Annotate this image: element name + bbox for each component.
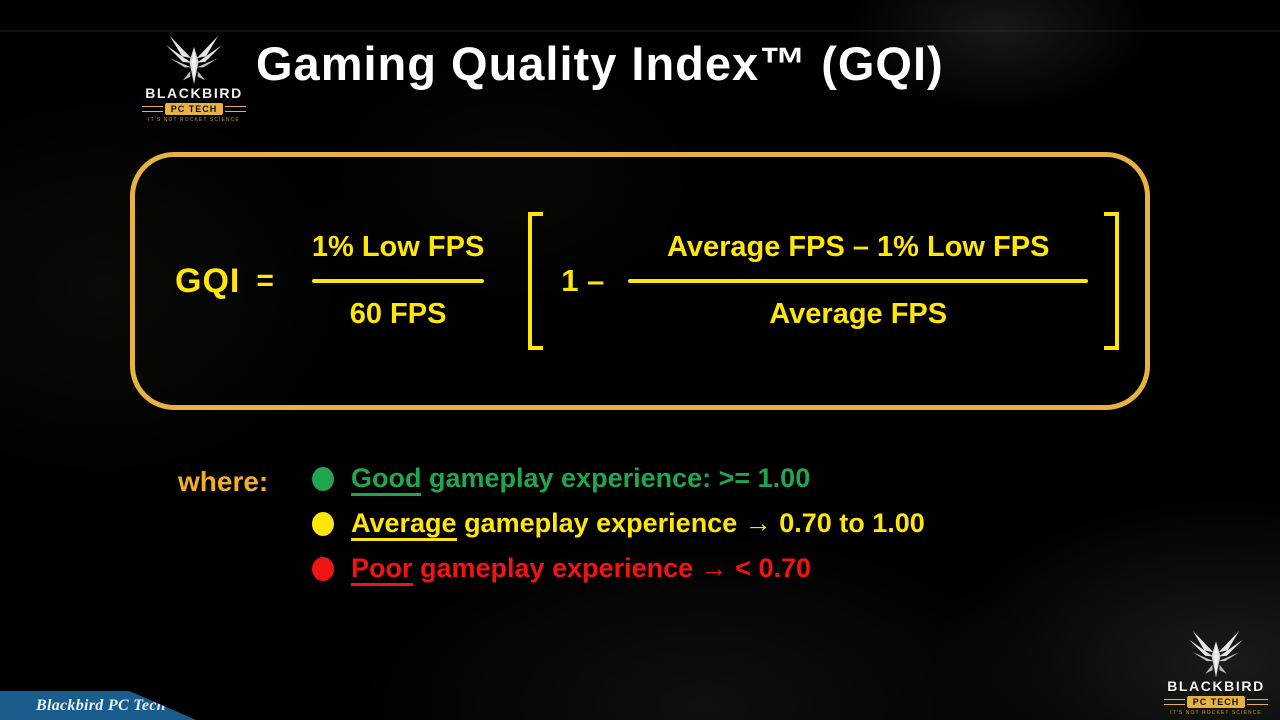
good-bullet-icon xyxy=(312,466,334,491)
logo-banner: PC TECH xyxy=(142,102,247,115)
average-bullet-icon xyxy=(312,511,334,536)
banner-rule-left xyxy=(142,105,163,112)
fraction-2: Average FPS – 1% Low FPS Average FPS xyxy=(618,233,1098,329)
poor-bullet-icon xyxy=(312,556,334,581)
bird-icon xyxy=(166,35,222,85)
fraction-1: 1% Low FPS 60 FPS xyxy=(302,233,494,329)
logo-brand-text: BLACKBIRD xyxy=(145,85,243,101)
where-legend: Good gameplay experience: >= 1.00 Averag… xyxy=(312,462,925,597)
blackbird-logo-bottom: BLACKBIRD PC TECH IT'S NOT ROCKET SCIENC… xyxy=(1164,629,1269,716)
formula-box: GQI = 1% Low FPS 60 FPS 1 – Average FPS … xyxy=(130,152,1150,410)
page-title: Gaming Quality Index™ (GQI) xyxy=(256,37,944,90)
fraction-1-bar xyxy=(311,279,485,283)
fraction-1-denominator: 60 FPS xyxy=(349,298,447,330)
logo-sub-text: PC TECH xyxy=(164,102,224,115)
banner-rule-left xyxy=(1164,699,1185,705)
logo-banner: PC TECH xyxy=(1164,696,1269,708)
logo-tagline: IT'S NOT ROCKET SCIENCE xyxy=(148,116,240,123)
open-bracket xyxy=(528,212,544,350)
fraction-2-denominator: Average FPS xyxy=(769,298,948,330)
legend-row-average: Average gameplay experience → 0.70 to 1.… xyxy=(312,507,925,541)
formula-lhs: GQI xyxy=(175,261,241,300)
fraction-2-numerator: Average FPS – 1% Low FPS xyxy=(666,231,1050,263)
blackbird-logo-top: BLACKBIRD PC TECH IT'S NOT ROCKET SCIENC… xyxy=(142,34,247,123)
logo-sub-text: PC TECH xyxy=(1186,696,1246,708)
fraction-2-bar xyxy=(628,279,1088,283)
fraction-1-numerator: 1% Low FPS xyxy=(311,231,485,263)
footer-badge-text: Blackbird PC Tech xyxy=(36,696,166,714)
legend-row-good: Good gameplay experience: >= 1.00 xyxy=(312,462,925,496)
banner-rule-right xyxy=(1247,699,1269,705)
where-label: where: xyxy=(178,466,269,497)
legend-row-poor: Poor gameplay experience → < 0.70 xyxy=(312,552,925,586)
one-minus: 1 – xyxy=(561,263,605,298)
logo-brand-text: BLACKBIRD xyxy=(1167,678,1265,695)
legend-text-average: Average gameplay experience → 0.70 to 1.… xyxy=(351,508,925,541)
legend-text-poor: Poor gameplay experience → < 0.70 xyxy=(351,553,811,586)
bird-icon xyxy=(1189,631,1243,678)
banner-rule-right xyxy=(225,105,247,112)
legend-text-good: Good gameplay experience: >= 1.00 xyxy=(351,463,810,496)
logo-tagline: IT'S NOT ROCKET SCIENCE xyxy=(1170,710,1262,716)
close-bracket xyxy=(1104,212,1119,350)
equals-sign: = xyxy=(256,264,274,297)
